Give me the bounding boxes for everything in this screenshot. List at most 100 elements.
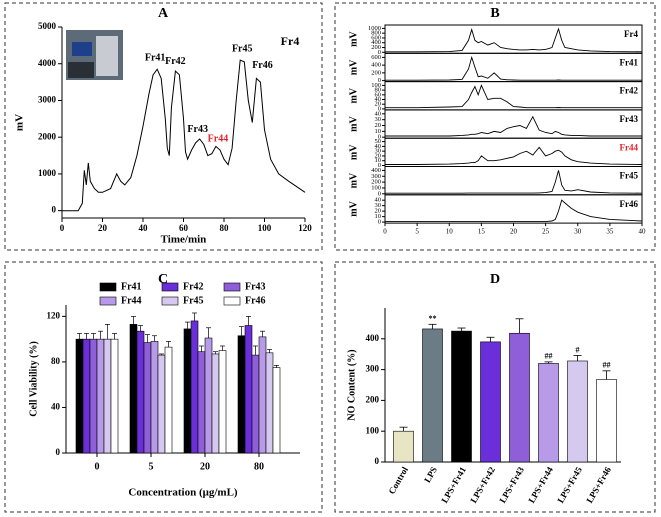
y-tick-label: 30	[375, 116, 382, 123]
y-tick-label: 1000	[38, 168, 57, 178]
bar	[164, 346, 173, 454]
significance-mark: ##	[603, 361, 611, 370]
y-tick-label: 200	[371, 44, 381, 51]
peak-label: Fr41	[145, 53, 166, 64]
legend-swatch	[223, 282, 241, 292]
panel-letter: B	[490, 6, 499, 21]
significance-mark: **	[429, 314, 437, 323]
bar	[136, 330, 145, 454]
panel-b-frame	[334, 2, 656, 251]
inset-screen	[72, 42, 92, 56]
y-axis-label: mV	[348, 31, 359, 47]
inset-desk	[68, 62, 94, 78]
panel-letter: A	[158, 6, 169, 21]
panel-d-frame	[334, 261, 656, 513]
x-tick-label: 20	[200, 461, 210, 472]
x-tick-label: 5	[149, 461, 154, 472]
legend-swatch	[161, 282, 179, 292]
bar	[96, 338, 105, 454]
y-axis-label: mV	[348, 116, 359, 132]
chromatogram-line	[385, 55, 642, 81]
bar	[567, 360, 588, 463]
y-tick-label: 20	[375, 122, 382, 129]
inset-instrument	[96, 36, 118, 76]
y-tick-label: 30	[375, 148, 382, 155]
legend-label: Fr45	[183, 295, 204, 306]
bar	[204, 337, 213, 454]
y-tick-label: 300	[366, 364, 380, 374]
legend-label: Fr43	[245, 281, 266, 292]
fraction-name: Fr44	[620, 142, 639, 152]
peak-label: Fr43	[187, 124, 208, 135]
y-tick-label: 5000	[38, 21, 57, 31]
y-tick-label: 0	[52, 205, 57, 215]
inset-photo	[66, 30, 123, 80]
y-axis-label: mV	[348, 172, 359, 188]
bar	[237, 335, 246, 454]
bar	[218, 350, 227, 454]
y-tick-label: 120	[47, 310, 61, 320]
bar	[150, 341, 159, 454]
y-tick-label: 60	[375, 91, 382, 98]
x-tick-label: 30	[574, 228, 582, 236]
significance-mark: #	[576, 345, 580, 354]
y-tick-label: 100	[371, 82, 381, 89]
x-tick-label: 80	[220, 223, 230, 233]
bar	[480, 341, 501, 463]
bar	[451, 330, 472, 463]
legend-label: Fr44	[121, 295, 142, 306]
y-tick-label: 100	[366, 425, 380, 435]
y-tick-label: 400	[371, 167, 381, 174]
fraction-name: Fr43	[620, 114, 639, 124]
legend-label: Fr42	[183, 281, 204, 292]
y-tick-label: 300	[371, 173, 381, 180]
y-tick-label: 10	[375, 128, 382, 135]
y-tick-label: 2000	[38, 131, 57, 141]
bar	[244, 325, 253, 454]
x-tick-label: 25	[542, 228, 550, 236]
legend-swatch	[99, 296, 117, 306]
bar	[258, 336, 267, 454]
x-tick-label: 20	[510, 228, 518, 236]
y-tick-label: 0	[378, 77, 381, 84]
chromatogram-line	[385, 199, 643, 223]
y-axis-label: Cell Viability (%)	[28, 341, 39, 417]
bar	[509, 332, 530, 463]
x-tick-label: 80	[254, 461, 264, 472]
y-tick-label: 50	[375, 138, 382, 145]
y-tick-label: 4000	[38, 58, 57, 68]
bar	[89, 338, 98, 454]
bar	[393, 430, 414, 463]
panel-c-frame	[4, 261, 323, 513]
fraction-name: Fr4	[624, 29, 638, 39]
x-tick-label: 5	[415, 228, 419, 236]
y-axis-label: mV	[348, 200, 359, 216]
x-tick-label: 10	[446, 228, 454, 236]
fraction-name: Fr45	[620, 171, 639, 181]
chromatogram-line	[385, 27, 643, 53]
bar	[82, 338, 91, 454]
y-tick-label: 800	[371, 30, 381, 37]
x-axis-label: Time/min	[161, 234, 207, 246]
fraction-name: Fr46	[620, 199, 639, 209]
y-tick-label: 30	[375, 202, 382, 209]
chromatogram-line	[62, 59, 306, 212]
x-tick-label: 60	[179, 223, 189, 233]
panel-a-frame	[4, 2, 323, 251]
y-axis-label: NO Content (%)	[346, 349, 357, 420]
y-tick-label: 0	[375, 456, 380, 466]
y-tick-label: 40	[51, 402, 61, 412]
y-tick-label: 400	[366, 333, 380, 343]
chromatogram-line	[385, 115, 642, 137]
y-tick-label: 100	[371, 184, 381, 191]
x-tick-label: 40	[139, 223, 149, 233]
x-tick-label: 20	[98, 223, 108, 233]
x-tick-label: 0	[60, 223, 65, 233]
y-tick-label: 200	[371, 69, 381, 76]
legend-label: Fr41	[121, 281, 142, 292]
significance-mark: ##	[545, 352, 553, 361]
legend-swatch	[161, 296, 179, 306]
y-tick-label: 600	[371, 34, 381, 41]
y-tick-label: 40	[375, 96, 382, 103]
y-tick-label: 80	[375, 87, 382, 94]
